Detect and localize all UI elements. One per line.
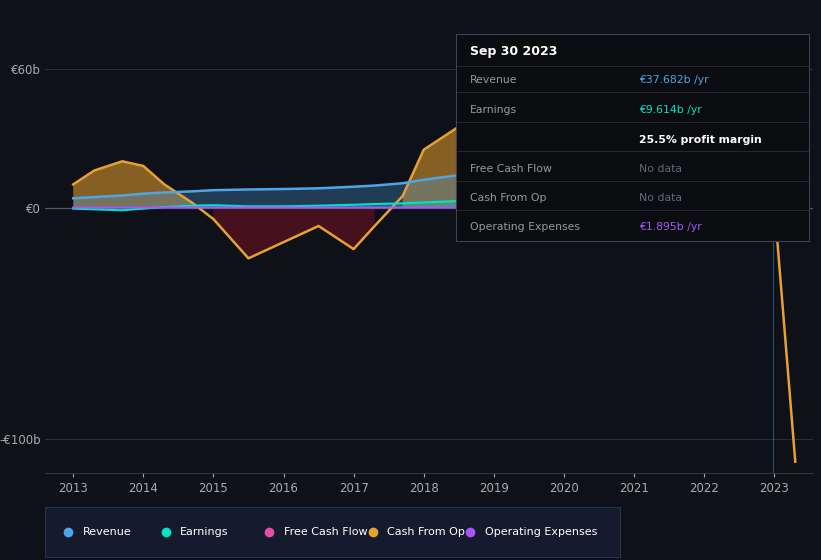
Text: Operating Expenses: Operating Expenses bbox=[470, 222, 580, 232]
Text: No data: No data bbox=[640, 193, 682, 203]
Text: 25.5% profit margin: 25.5% profit margin bbox=[640, 135, 762, 145]
Text: Earnings: Earnings bbox=[470, 105, 517, 115]
Text: €37.682b /yr: €37.682b /yr bbox=[640, 75, 709, 85]
Text: €9.614b /yr: €9.614b /yr bbox=[640, 105, 702, 115]
Text: Operating Expenses: Operating Expenses bbox=[485, 527, 597, 537]
Text: Cash From Op: Cash From Op bbox=[388, 527, 465, 537]
Text: Revenue: Revenue bbox=[83, 527, 131, 537]
Text: €1.895b /yr: €1.895b /yr bbox=[640, 222, 702, 232]
Text: Earnings: Earnings bbox=[181, 527, 229, 537]
Text: Free Cash Flow: Free Cash Flow bbox=[470, 164, 552, 174]
Text: Sep 30 2023: Sep 30 2023 bbox=[470, 45, 557, 58]
Text: Free Cash Flow: Free Cash Flow bbox=[284, 527, 367, 537]
Text: No data: No data bbox=[640, 164, 682, 174]
Text: Revenue: Revenue bbox=[470, 75, 517, 85]
Text: Cash From Op: Cash From Op bbox=[470, 193, 546, 203]
